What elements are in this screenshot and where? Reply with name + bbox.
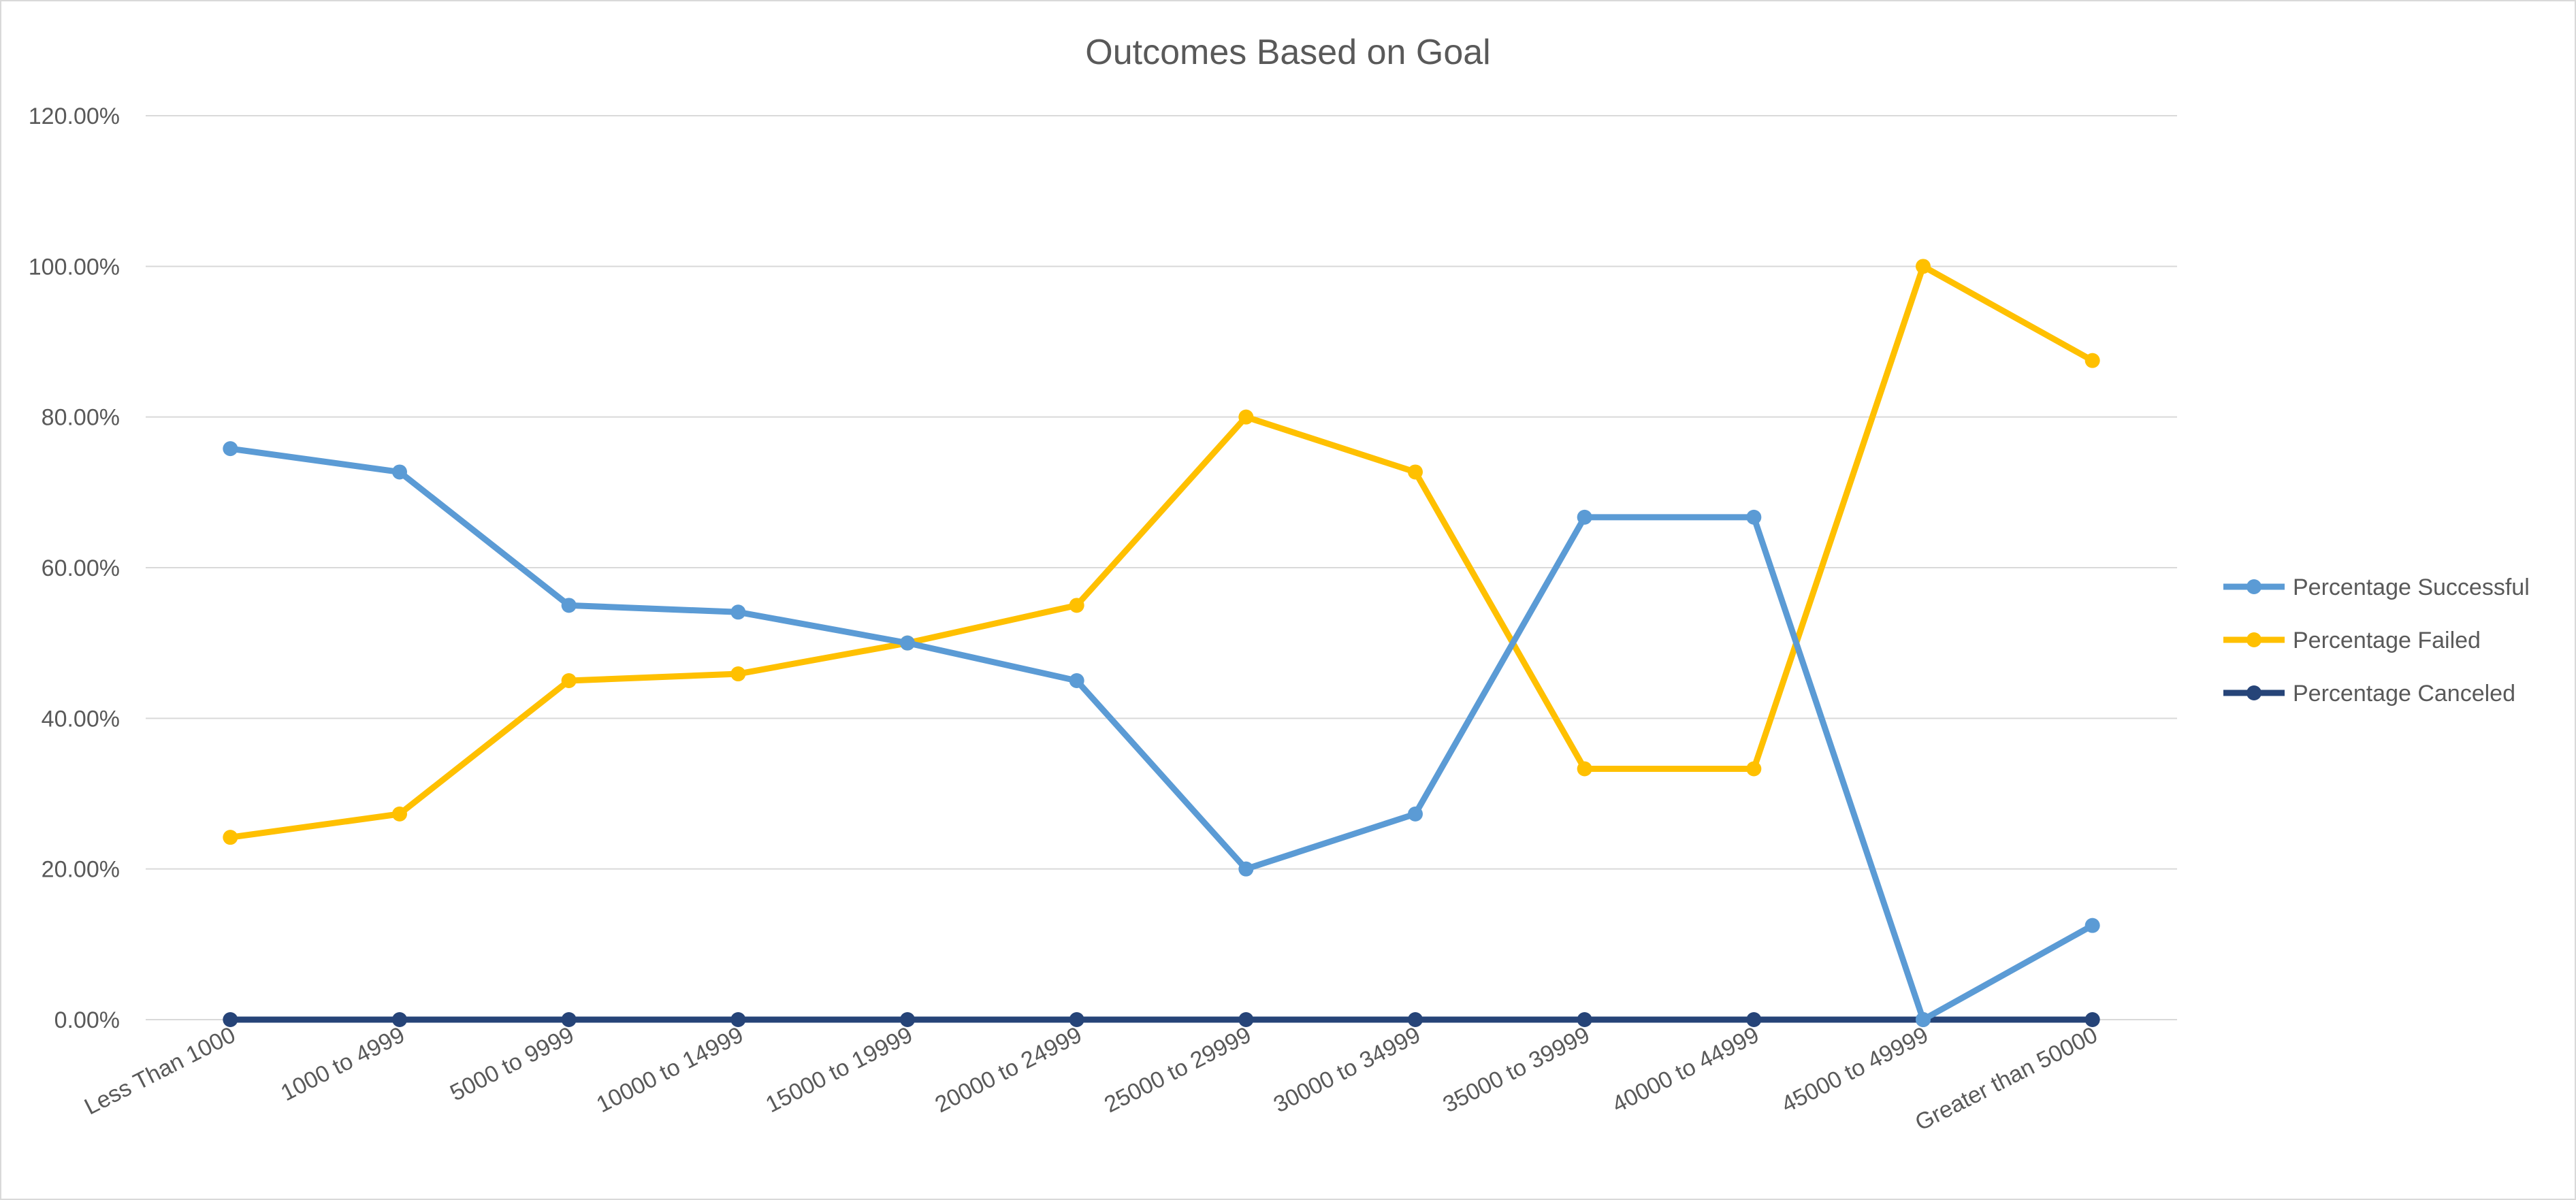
y-tick-label: 0.00% [54,1007,120,1033]
data-point [223,441,238,457]
y-tick-label: 100.00% [29,254,120,280]
series-percentage-canceled [223,1012,2100,1027]
data-point [1069,673,1084,688]
data-point [392,806,407,822]
y-axis-tick-labels: 0.00% 20.00% 40.00% 60.00% 80.00% 100.00% 120.… [29,103,120,1033]
data-point [2084,1012,2100,1027]
x-tick-label: 10000 to 14999 [592,1022,747,1118]
data-point [900,1012,915,1027]
data-point [561,673,577,688]
data-point [1238,409,1254,425]
y-tick-label: 40.00% [42,706,120,732]
legend-item: Percentage Successful [2223,574,2530,600]
x-tick-label: Less Than 1000 [80,1022,240,1120]
data-point [2084,353,2100,368]
x-tick-label: 25000 to 29999 [1100,1022,1255,1118]
y-tick-label: 80.00% [42,405,120,431]
x-tick-label: Greater than 50000 [1911,1022,2102,1136]
data-series [223,259,2100,1027]
series-line [227,263,2096,841]
legend-label: Percentage Successful [2293,574,2530,600]
y-tick-label: 120.00% [29,103,120,129]
x-axis-tick-labels: Less Than 1000 1000 to 4999 5000 to 9999 10… [80,1022,2102,1136]
x-tick-label: 40000 to 44999 [1608,1022,1763,1118]
data-point [1238,1012,1254,1027]
data-point [1916,259,1931,274]
x-tick-label: 5000 to 9999 [446,1022,578,1106]
data-point [2084,918,2100,933]
data-point [1069,598,1084,613]
y-tick-label: 60.00% [42,555,120,581]
data-point [1916,1012,1931,1027]
data-point [1577,761,1592,777]
data-point [1069,1012,1084,1027]
data-point [561,598,577,613]
data-point [1746,1012,1762,1027]
series-line [227,445,2096,1023]
data-point [730,604,746,620]
x-tick-label: 20000 to 24999 [931,1022,1086,1118]
x-tick-label: 35000 to 39999 [1438,1022,1594,1118]
legend-marker [2247,632,2261,647]
data-point [392,464,407,480]
data-point [1238,861,1254,877]
x-tick-label: 45000 to 49999 [1777,1022,1933,1118]
legend-item: Percentage Canceled [2223,681,2515,707]
data-point [561,1012,577,1027]
x-tick-label: 15000 to 19999 [762,1022,917,1118]
data-point [730,666,746,682]
data-point [1577,1012,1592,1027]
legend-label: Percentage Canceled [2293,681,2515,707]
x-tick-label: 30000 to 34999 [1270,1022,1425,1118]
legend-label: Percentage Failed [2293,628,2481,653]
data-point [1408,806,1423,822]
data-point [1408,464,1423,480]
data-point [223,1012,238,1027]
data-point [392,1012,407,1027]
data-point [1746,761,1762,777]
data-point [1746,509,1762,525]
y-tick-label: 20.00% [42,857,120,883]
gridlines [146,115,2177,1020]
data-point [900,635,915,651]
legend-marker [2247,579,2261,594]
legend-item: Percentage Failed [2223,628,2481,653]
data-point [1577,509,1592,525]
legend: Percentage Successful Percentage Failed Pe… [2223,574,2530,707]
data-point [730,1012,746,1027]
legend-marker [2247,685,2261,700]
series-percentage-successful [223,441,2100,1027]
chart-title: Outcomes Based on Goal [1085,33,1490,72]
data-point [1408,1012,1423,1027]
data-point [223,830,238,845]
x-tick-label: 1000 to 4999 [276,1022,408,1106]
